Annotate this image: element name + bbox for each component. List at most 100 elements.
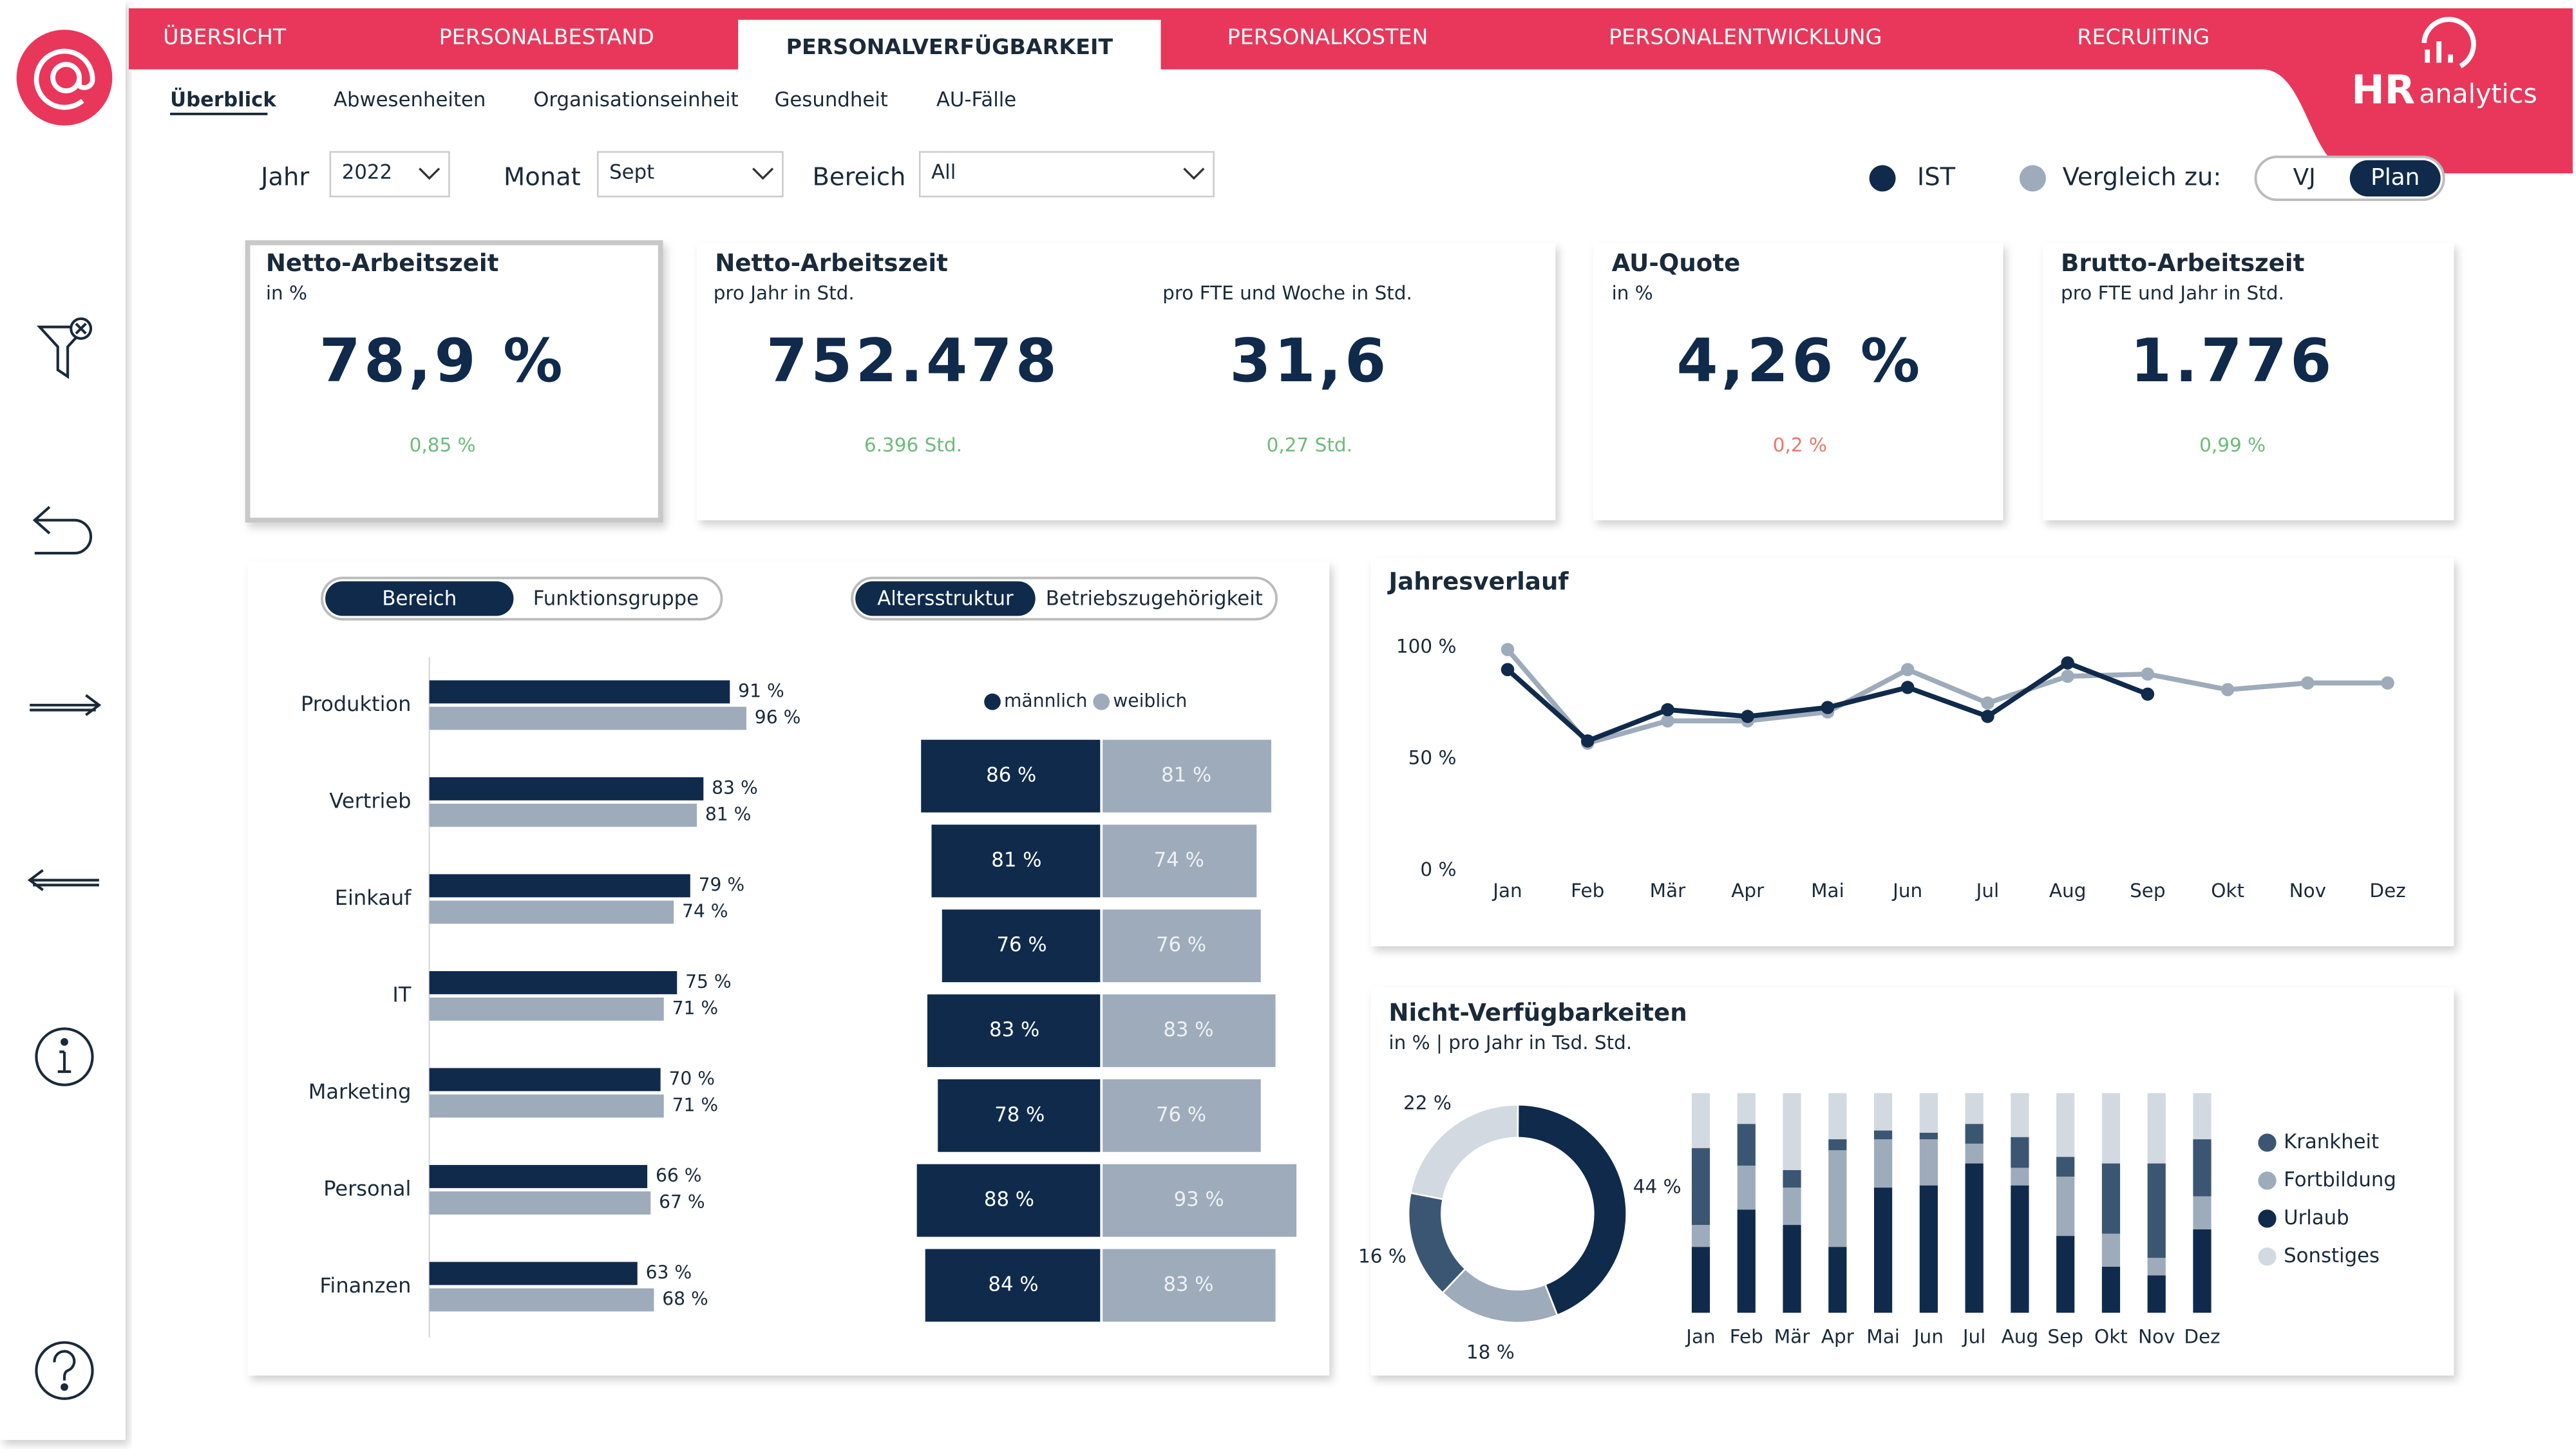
- bar-segment: [1783, 1170, 1801, 1188]
- bar-segment: [1828, 1150, 1847, 1247]
- bar-segment: [2193, 1229, 2211, 1313]
- value-label: 91 %: [738, 680, 784, 701]
- bar-segment: [1828, 1139, 1847, 1151]
- bar-segment: [1919, 1093, 1938, 1133]
- point: [2381, 676, 2394, 690]
- kpi-subtitle: pro FTE und Woche in Std.: [1162, 282, 1412, 304]
- sub-tab[interactable]: Überblick: [170, 88, 277, 111]
- bar-segment: [2011, 1093, 2029, 1137]
- kpi-value: 1.776: [2130, 326, 2335, 395]
- bar-segment: [1737, 1093, 1756, 1124]
- bar-segment: [1874, 1188, 1893, 1313]
- info-icon[interactable]: [35, 1027, 94, 1086]
- toggle-option[interactable]: Altersstruktur: [877, 587, 1014, 610]
- kpi-subtitle: in %: [266, 282, 307, 304]
- toggle-option[interactable]: Bereich: [382, 587, 457, 610]
- chart-subtitle: in % | pro Jahr in Tsd. Std.: [1388, 1032, 1632, 1054]
- bar-segment: [2101, 1266, 2121, 1313]
- nav-tab: RECRUITING: [2077, 24, 2210, 49]
- sub-tab[interactable]: Abwesenheiten: [334, 88, 486, 111]
- x-tick-label: Feb: [1730, 1325, 1763, 1347]
- bar: [429, 874, 690, 898]
- point: [2061, 669, 2074, 683]
- bar-segment: [1783, 1188, 1801, 1226]
- filter-label: Jahr: [260, 162, 309, 191]
- bar-segment: [1783, 1093, 1801, 1170]
- nav-tab: PERSONALKOSTEN: [1227, 24, 1428, 49]
- bar-segment: [1874, 1093, 1893, 1131]
- value-label: 84 %: [988, 1273, 1038, 1296]
- toggle-option[interactable]: Betriebszugehörigkeit: [1046, 587, 1263, 610]
- legend-label: Sonstiges: [2284, 1244, 2380, 1267]
- legend-label: männlich: [1004, 690, 1088, 712]
- kpi-subtitle: pro Jahr in Std.: [714, 282, 855, 304]
- previous-icon[interactable]: [27, 869, 99, 891]
- value-label: 83 %: [1163, 1018, 1213, 1041]
- donut-slice: [1517, 1104, 1627, 1316]
- point: [1741, 710, 1754, 723]
- sub-tab[interactable]: Gesundheit: [775, 88, 888, 111]
- kpi-value: 78,9 %: [319, 326, 566, 395]
- value-label: 83 %: [1163, 1273, 1213, 1296]
- bar: [429, 680, 730, 704]
- x-tick-label: Jul: [1962, 1325, 1986, 1347]
- y-tick-label: 0 %: [1420, 858, 1456, 880]
- bar-segment: [2193, 1196, 2211, 1229]
- home-icon[interactable]: [16, 30, 113, 126]
- x-tick-label: Nov: [2138, 1325, 2175, 1347]
- filter-dropdown[interactable]: [596, 151, 784, 198]
- toggle-option[interactable]: Funktionsgruppe: [533, 587, 699, 610]
- nav-tab: PERSONALVERFÜGBARKEIT: [786, 33, 1113, 59]
- legend-label: Krankheit: [2284, 1130, 2379, 1153]
- toggle-option[interactable]: VJ: [2293, 164, 2316, 191]
- kpi-delta: 0,2 %: [1773, 434, 1827, 456]
- sub-tab[interactable]: AU-Fälle: [936, 88, 1016, 111]
- logo-icon: [2421, 17, 2476, 68]
- value-label: 96 %: [755, 706, 801, 728]
- bar: [1101, 1079, 1261, 1152]
- point: [1501, 643, 1515, 656]
- bar-segment: [2101, 1233, 2121, 1267]
- point: [1661, 714, 1674, 728]
- legend-dot: [2258, 1247, 2277, 1266]
- point: [2141, 667, 2155, 681]
- value-label: 76 %: [1156, 933, 1206, 956]
- help-icon[interactable]: [35, 1341, 94, 1400]
- bar: [429, 1262, 638, 1285]
- kpi-value: 4,26 %: [1676, 326, 1923, 395]
- sub-tab[interactable]: Organisationseinheit: [533, 88, 738, 111]
- bar: [429, 1068, 661, 1092]
- bar-segment: [2011, 1168, 2029, 1186]
- x-tick-label: Sep: [2047, 1325, 2083, 1347]
- x-tick-label: Sep: [2130, 880, 2166, 902]
- kpi-card: [697, 242, 1556, 520]
- content: ÜBERSICHT PERSONALBESTAND PERSONALVERFÜGBA…: [163, 23, 2454, 1376]
- value-label: 78 %: [994, 1103, 1045, 1126]
- bar-segment: [2011, 1137, 2029, 1168]
- kpi-delta: 0,27 Std.: [1267, 434, 1352, 456]
- forward-icon[interactable]: [30, 694, 102, 716]
- toggle-option[interactable]: Plan: [2371, 164, 2420, 191]
- bar-segment: [1919, 1139, 1938, 1186]
- kpi-card: [1593, 242, 2003, 520]
- bar-segment: [2011, 1185, 2029, 1313]
- line: [1506, 648, 2388, 746]
- bar-segment: [1828, 1093, 1847, 1140]
- value-label: 81 %: [1161, 764, 1211, 787]
- kpi-delta: 0,99 %: [2199, 434, 2266, 456]
- filter-label: Monat: [504, 162, 581, 191]
- filter-dropdown[interactable]: [918, 151, 1215, 198]
- bar-segment: [2056, 1236, 2075, 1313]
- back-icon[interactable]: [32, 506, 93, 555]
- x-tick-label: Mai: [1811, 880, 1844, 902]
- legend-label: weiblich: [1113, 690, 1187, 712]
- point: [1900, 663, 1915, 676]
- filter-dropdown[interactable]: [329, 151, 450, 198]
- point: [1900, 681, 1915, 694]
- bar-segment: [1874, 1130, 1893, 1140]
- category-label: Personal: [323, 1176, 411, 1200]
- value-label: 86 %: [986, 764, 1036, 787]
- legend-dot: [2258, 1133, 2277, 1152]
- kpi-value: 31,6: [1229, 326, 1389, 395]
